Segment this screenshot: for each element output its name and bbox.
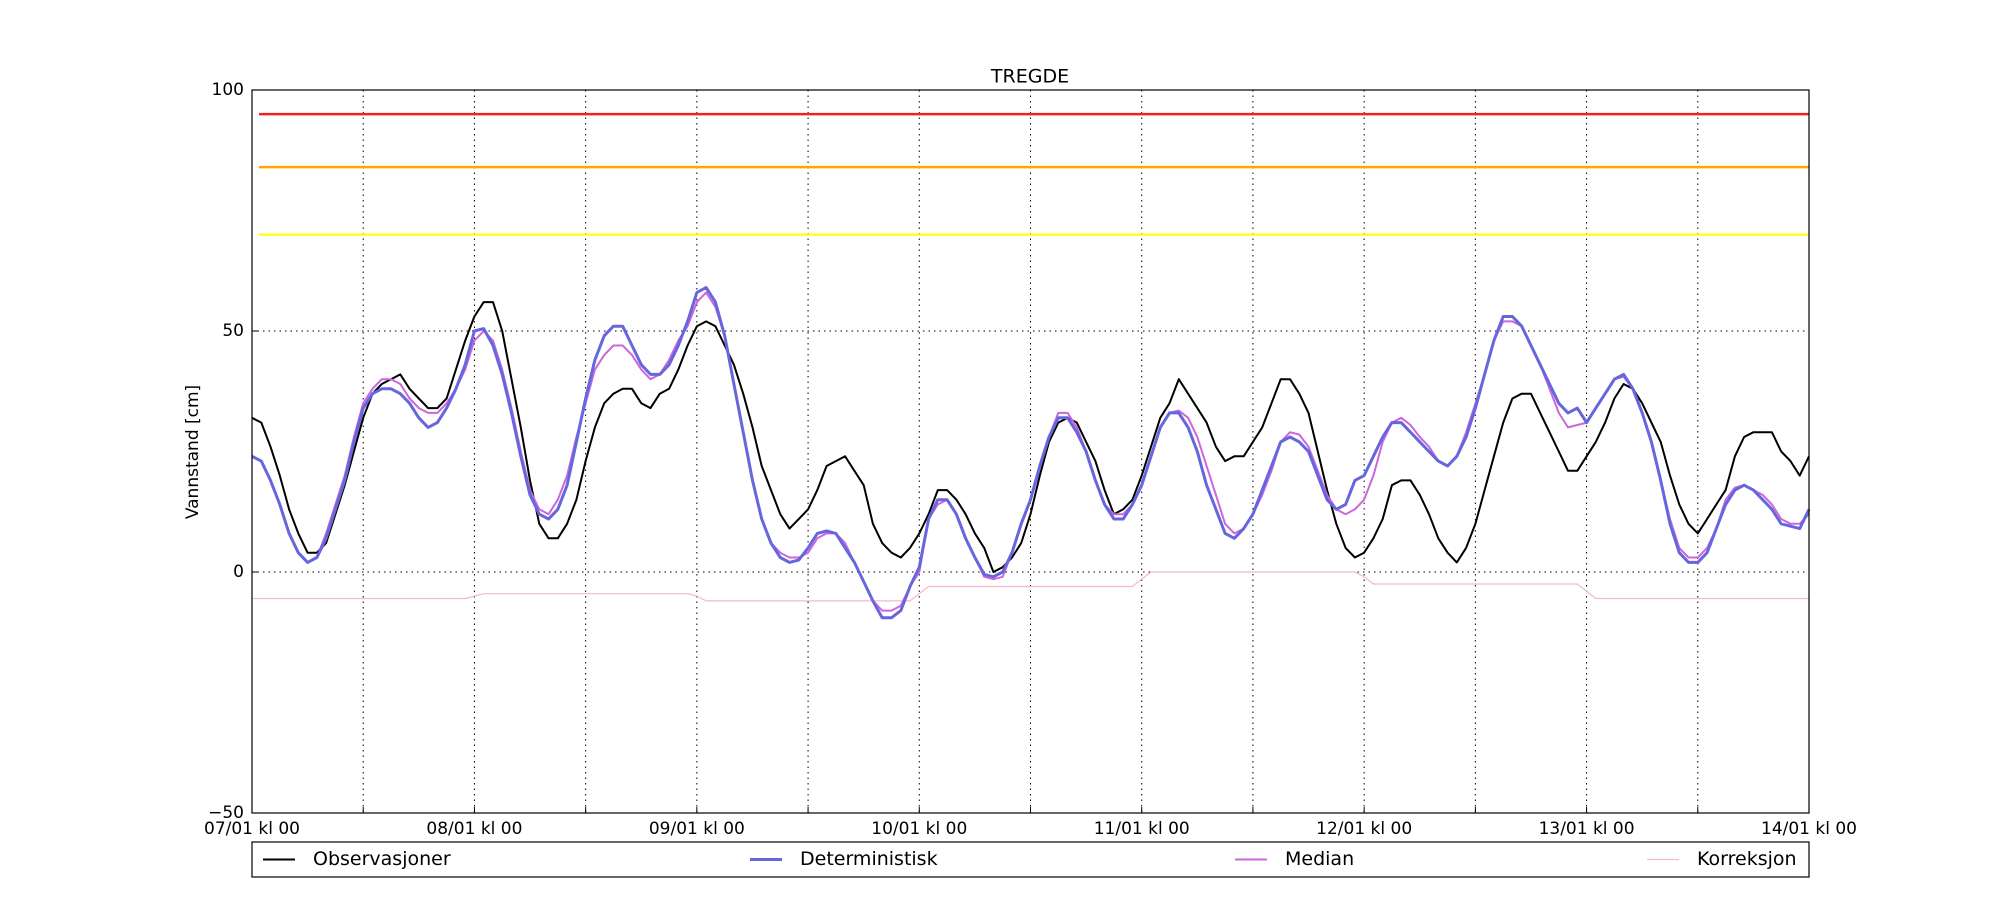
x-tick-label: 12/01 kl 00 — [1316, 819, 1412, 839]
chart-title: TREGDE — [990, 66, 1069, 88]
plot-frame — [251, 89, 1810, 814]
legend-box — [251, 841, 1810, 878]
legend-label: Observasjoner — [313, 848, 451, 870]
legend-label: Deterministisk — [800, 848, 938, 870]
x-tick-label: 13/01 kl 00 — [1539, 819, 1635, 839]
y-tick-label: −50 — [208, 803, 244, 823]
series-line — [251, 301, 1810, 573]
x-tick-label: 07/01 kl 00 — [204, 819, 300, 839]
x-tick-label: 14/01 kl 00 — [1761, 819, 1857, 839]
legend-label: Median — [1285, 848, 1354, 870]
x-tick-label: 10/01 kl 00 — [871, 819, 967, 839]
y-tick-label: 0 — [233, 562, 244, 582]
y-axis-label: Vannstand [cm] — [183, 385, 203, 519]
y-tick-label: 100 — [212, 80, 244, 100]
x-tick-label: 08/01 kl 00 — [426, 819, 522, 839]
y-tick-label: 50 — [222, 321, 244, 341]
x-tick-label: 09/01 kl 00 — [649, 819, 745, 839]
series-line — [251, 291, 1810, 612]
legend-label: Korreksjon — [1697, 848, 1797, 870]
x-tick-label: 11/01 kl 00 — [1094, 819, 1190, 839]
series-line — [251, 286, 1811, 620]
series-line — [252, 571, 1809, 602]
